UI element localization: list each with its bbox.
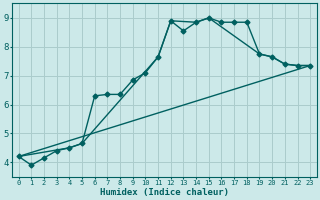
X-axis label: Humidex (Indice chaleur): Humidex (Indice chaleur) [100,188,229,197]
